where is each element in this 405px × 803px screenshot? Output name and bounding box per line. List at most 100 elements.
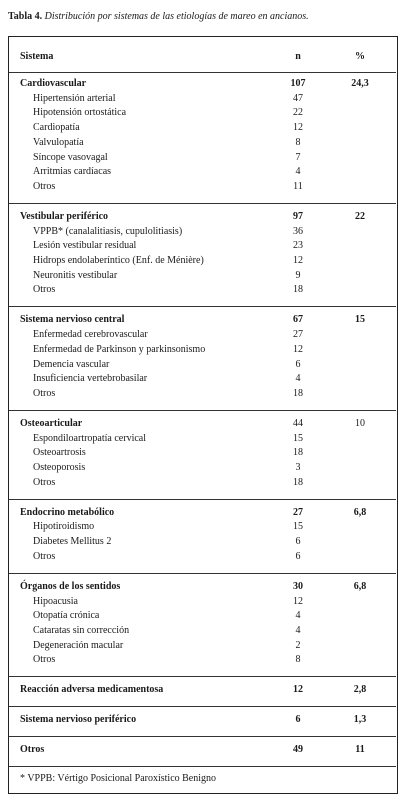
group-label: Reacción adversa medicamentosa [20,684,164,696]
item-n: 3 [295,462,301,473]
item-n: 4 [295,624,301,636]
group-n: 12 [293,684,303,696]
item-n: 36 [293,225,303,237]
item-label: Valvulopatía [33,136,84,148]
group-n: 6 [295,714,301,726]
item-n: 12 [293,595,303,607]
group-pct: 10 [355,417,365,429]
group-n: 44 [293,417,303,429]
item-label: Hidrops endolaberíntico (Enf. de Ménière… [33,255,204,266]
item-label: Osteoartrosis [33,447,86,459]
footnote: * VPPB: Vértigo Posicional Paroxístico B… [20,773,217,785]
group-label: Otros [20,744,45,756]
group-pct: 15 [355,314,365,326]
item-label: Otros [33,180,56,192]
item-n: 12 [293,122,303,134]
item-label: Hipotiroidismo [33,521,95,533]
item-n: 47 [293,92,303,104]
item-label: Otros [33,550,56,562]
group-label: Sistema nervioso periférico [20,714,137,726]
group-n: 30 [293,580,303,592]
item-label: Enfermedad cerebrovascular [33,329,148,341]
item-label: Neuronitis vestibular [33,269,118,281]
group-label: Cardiovascular [20,78,87,89]
group-n: 27 [293,506,303,518]
group-pct: 11 [355,744,365,756]
group-rule [9,409,396,411]
caption: Tabla 4. Distribución por sistemas de la… [8,11,309,23]
item-n: 4 [295,166,301,178]
group-n: 107 [290,78,306,89]
item-n: 27 [293,329,303,341]
item-label: Osteoporosis [33,462,86,473]
group-rule [9,676,396,678]
item-n: 4 [295,610,301,622]
item-n: 12 [293,343,303,355]
group-rule [9,498,396,500]
group-rule [9,202,396,204]
item-n: 18 [293,387,303,399]
item-n: 18 [293,476,303,488]
group-label: Endocrino metabólico [20,506,115,518]
group-label: Vestibular periférico [20,210,109,222]
caption-text: Distribución por sistemas de las etiolog… [44,11,309,22]
item-label: Espondiloartropatía cervical [33,432,147,444]
group-rule [9,706,396,708]
item-label: Insuficiencia vertebrobasilar [33,373,148,385]
group-pct: 1,3 [353,714,367,726]
item-label: Cardiopatía [33,122,80,134]
item-n: 6 [295,536,301,548]
item-n: 22 [293,107,303,119]
group-label: Sistema nervioso central [20,314,125,326]
item-label: Arritmias cardíacas [33,166,112,178]
caption-label: Tabla 4. [8,11,43,22]
group-n: 49 [293,744,303,756]
item-n: 11 [293,180,303,192]
item-label: Otros [33,387,56,399]
header-cell: % [355,51,365,62]
group-pct: 2,8 [353,684,367,696]
item-n: 6 [295,550,301,562]
item-label: VPPB* (canalalitiasis, cupulolitiasis) [33,225,183,237]
item-n: 12 [293,255,303,266]
item-label: Otros [33,284,56,296]
group-pct: 24,3 [351,78,369,89]
item-n: 23 [293,240,303,252]
item-label: Otopatía crónica [33,610,100,622]
item-label: Diabetes Mellitus 2 [33,536,112,548]
group-rule [9,306,396,308]
item-label: Síncope vasovagal [33,151,108,163]
item-label: Hipoacusia [33,595,78,607]
item-label: Enfermedad de Parkinson y parkinsonismo [33,343,206,355]
group-rule [9,766,396,768]
group-n: 67 [293,314,303,326]
item-label: Demencia vascular [33,358,110,370]
header-cell: Sistema [20,51,54,62]
group-rule [9,572,396,574]
item-n: 15 [293,521,303,533]
group-label: Osteoarticular [20,417,83,429]
table-border [8,36,398,794]
item-label: Cataratas sin corrección [33,624,130,636]
item-n: 6 [295,358,301,370]
item-label: Hipotensión ortostática [33,107,127,119]
item-label: Degeneración macular [33,639,124,651]
group-label: Órganos de los sentidos [20,580,121,592]
item-label: Hipertensión arterial [33,92,116,104]
item-n: 18 [293,284,303,296]
header-rule [9,72,396,73]
group-rule [9,736,396,738]
group-pct: 6,8 [353,580,367,592]
item-n: 18 [293,447,303,459]
item-label: Otros [33,476,56,488]
header-cell: n [295,51,301,62]
group-pct: 22 [355,210,365,222]
item-label: Otros [33,654,56,666]
item-n: 9 [295,269,301,281]
item-n: 15 [293,432,303,444]
item-n: 7 [295,151,301,163]
group-pct: 6,8 [353,506,367,518]
item-label: Lesión vestibular residual [33,240,137,252]
item-n: 4 [295,373,301,385]
